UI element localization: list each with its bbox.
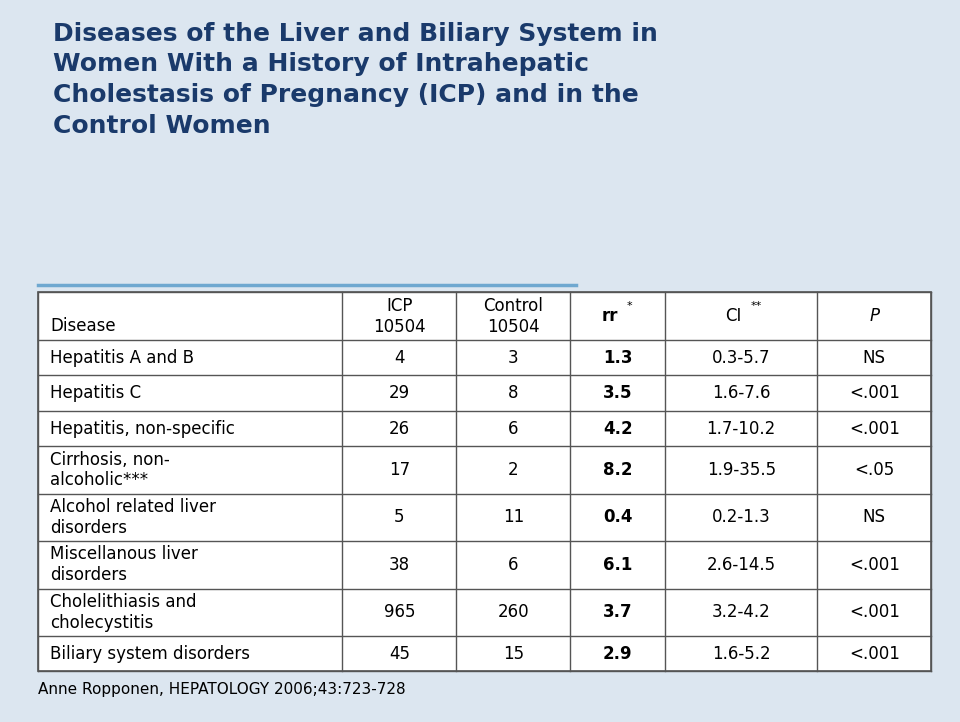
Text: 6: 6	[508, 556, 518, 574]
Text: P: P	[869, 307, 879, 325]
Text: **: **	[751, 301, 762, 311]
Text: 2: 2	[508, 461, 518, 479]
Text: 0.2-1.3: 0.2-1.3	[712, 508, 771, 526]
Text: 6: 6	[508, 419, 518, 438]
Text: 0.3-5.7: 0.3-5.7	[712, 349, 771, 367]
Text: Cholelithiasis and
cholecystitis: Cholelithiasis and cholecystitis	[50, 593, 197, 632]
Text: <.05: <.05	[854, 461, 895, 479]
Text: 3: 3	[508, 349, 518, 367]
Text: Biliary system disorders: Biliary system disorders	[50, 645, 250, 663]
Text: Cirrhosis, non-
alcoholic***: Cirrhosis, non- alcoholic***	[50, 451, 170, 490]
Text: 5: 5	[394, 508, 404, 526]
Text: 1.3: 1.3	[603, 349, 633, 367]
Text: 11: 11	[503, 508, 524, 526]
Text: 2.9: 2.9	[603, 645, 633, 663]
Text: Hepatitis A and B: Hepatitis A and B	[50, 349, 194, 367]
Text: Hepatitis, non-specific: Hepatitis, non-specific	[50, 419, 235, 438]
Text: Miscellanous liver
disorders: Miscellanous liver disorders	[50, 545, 198, 584]
Text: 6.1: 6.1	[603, 556, 633, 574]
Text: Disease: Disease	[50, 318, 115, 336]
Text: Alcohol related liver
disorders: Alcohol related liver disorders	[50, 498, 216, 537]
Text: *: *	[627, 301, 632, 311]
Text: 1.7-10.2: 1.7-10.2	[707, 419, 776, 438]
FancyBboxPatch shape	[38, 292, 931, 671]
Text: 38: 38	[389, 556, 410, 574]
Text: 4.2: 4.2	[603, 419, 633, 438]
Text: 3.5: 3.5	[603, 384, 633, 402]
Text: 1.6-7.6: 1.6-7.6	[712, 384, 771, 402]
Text: rr: rr	[602, 307, 618, 325]
Text: 1.6-5.2: 1.6-5.2	[712, 645, 771, 663]
Text: 260: 260	[497, 604, 529, 621]
Text: 8: 8	[508, 384, 518, 402]
Text: 15: 15	[503, 645, 524, 663]
Text: 26: 26	[389, 419, 410, 438]
Text: <.001: <.001	[849, 556, 900, 574]
Text: <.001: <.001	[849, 604, 900, 621]
Text: CI: CI	[726, 307, 742, 325]
Text: 0.4: 0.4	[603, 508, 633, 526]
Text: <.001: <.001	[849, 645, 900, 663]
Text: Hepatitis C: Hepatitis C	[50, 384, 141, 402]
Text: 45: 45	[389, 645, 410, 663]
Text: 4: 4	[394, 349, 404, 367]
Text: 1.9-35.5: 1.9-35.5	[707, 461, 776, 479]
Text: 3.7: 3.7	[603, 604, 633, 621]
Text: 3.2-4.2: 3.2-4.2	[712, 604, 771, 621]
Text: Control
10504: Control 10504	[483, 297, 543, 336]
Text: 17: 17	[389, 461, 410, 479]
Text: 29: 29	[389, 384, 410, 402]
Text: <.001: <.001	[849, 419, 900, 438]
Text: ICP
10504: ICP 10504	[373, 297, 425, 336]
Text: Diseases of the Liver and Biliary System in
Women With a History of Intrahepatic: Diseases of the Liver and Biliary System…	[53, 22, 658, 138]
Text: 965: 965	[384, 604, 415, 621]
Text: NS: NS	[863, 508, 886, 526]
Text: <.001: <.001	[849, 384, 900, 402]
Text: NS: NS	[863, 349, 886, 367]
Text: Anne Ropponen, HEPATOLOGY 2006;43:723-728: Anne Ropponen, HEPATOLOGY 2006;43:723-72…	[38, 682, 406, 697]
Text: 2.6-14.5: 2.6-14.5	[707, 556, 776, 574]
Text: 8.2: 8.2	[603, 461, 633, 479]
